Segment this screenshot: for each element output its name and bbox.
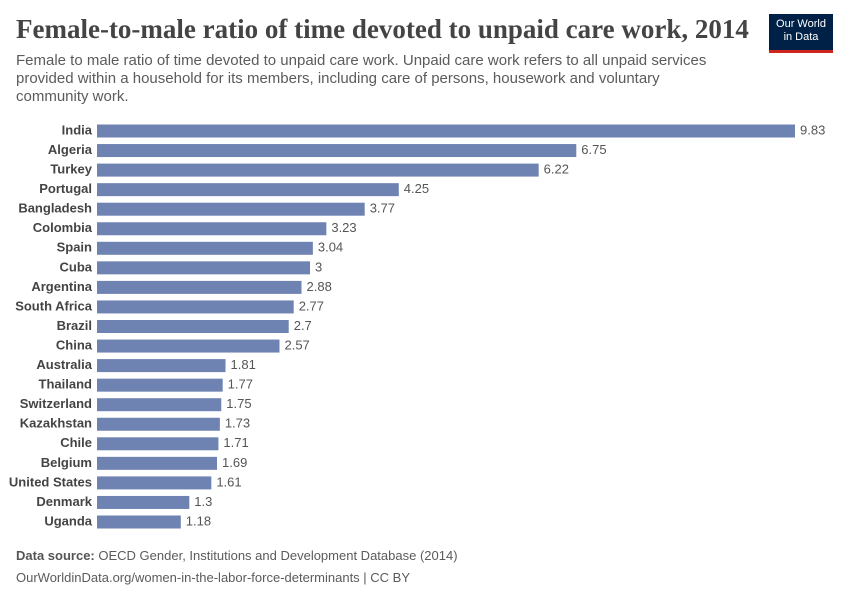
value-label: 1.61 <box>216 474 241 489</box>
category-label: Thailand <box>39 377 93 392</box>
category-label: Argentina <box>31 279 92 294</box>
category-label: Cuba <box>60 259 93 274</box>
bar <box>97 495 190 509</box>
category-label: Bangladesh <box>18 201 92 216</box>
category-label: Uganda <box>44 513 92 528</box>
category-label: Denmark <box>36 494 92 509</box>
category-label: Turkey <box>50 162 92 177</box>
bar <box>97 124 795 138</box>
value-label: 1.69 <box>222 455 247 470</box>
bar <box>97 202 365 216</box>
bar <box>97 359 226 373</box>
value-label: 2.57 <box>284 337 309 352</box>
category-label: Belgium <box>41 455 92 470</box>
category-label: South Africa <box>15 298 93 313</box>
chart-title: Female-to-male ratio of time devoted to … <box>16 14 749 44</box>
value-label: 9.83 <box>800 122 825 137</box>
value-label: 1.81 <box>231 357 256 372</box>
bar <box>97 320 289 333</box>
value-label: 1.73 <box>225 416 250 431</box>
source-line: Data source: OECD Gender, Institutions a… <box>16 548 458 563</box>
value-label: 3 <box>315 259 322 274</box>
category-label: Algeria <box>48 142 93 157</box>
value-label: 2.77 <box>299 298 324 313</box>
value-label: 2.88 <box>307 279 332 294</box>
bar <box>97 183 399 197</box>
bar <box>97 261 311 275</box>
source-text: OECD Gender, Institutions and Developmen… <box>98 548 458 563</box>
bar <box>97 476 212 490</box>
value-label: 3.23 <box>331 220 356 235</box>
value-label: 4.25 <box>404 181 429 196</box>
bar <box>97 300 294 314</box>
category-label: China <box>56 337 93 352</box>
value-label: 6.75 <box>581 142 606 157</box>
chart-subtitle: Female to male ratio of time devoted to … <box>16 52 707 105</box>
bar <box>97 339 280 353</box>
category-label: Spain <box>57 240 92 255</box>
category-label: Portugal <box>39 181 92 196</box>
bar <box>97 437 219 451</box>
bar <box>97 378 223 392</box>
bar <box>97 163 539 177</box>
bar <box>97 515 181 529</box>
value-label: 2.7 <box>294 318 312 333</box>
category-label: India <box>62 122 93 137</box>
value-label: 1.71 <box>223 435 248 450</box>
source-label: Data source: <box>16 548 95 563</box>
value-label: 1.77 <box>228 377 253 392</box>
category-label: Colombia <box>33 220 93 235</box>
bar <box>97 417 220 431</box>
bar <box>97 456 218 470</box>
value-label: 3.04 <box>318 240 343 255</box>
category-label: Chile <box>60 435 92 450</box>
bar <box>97 144 577 158</box>
logo-text: Our World <box>776 18 826 30</box>
bar <box>97 241 313 255</box>
value-label: 1.3 <box>194 494 212 509</box>
category-label: Switzerland <box>20 396 92 411</box>
url-line[interactable]: OurWorldinData.org/women-in-the-labor-fo… <box>16 570 411 585</box>
category-label: Australia <box>36 357 92 372</box>
value-label: 1.75 <box>226 396 251 411</box>
category-label: Brazil <box>57 318 92 333</box>
logo[interactable]: Our World in Data <box>769 14 833 53</box>
value-label: 3.77 <box>370 201 395 216</box>
category-label: United States <box>9 474 92 489</box>
value-label: 6.22 <box>544 162 569 177</box>
category-label: Kazakhstan <box>20 416 92 431</box>
bar <box>97 222 327 236</box>
value-label: 1.18 <box>186 513 211 528</box>
bar <box>97 398 222 412</box>
bar <box>97 280 302 294</box>
logo-text: in Data <box>783 31 819 43</box>
